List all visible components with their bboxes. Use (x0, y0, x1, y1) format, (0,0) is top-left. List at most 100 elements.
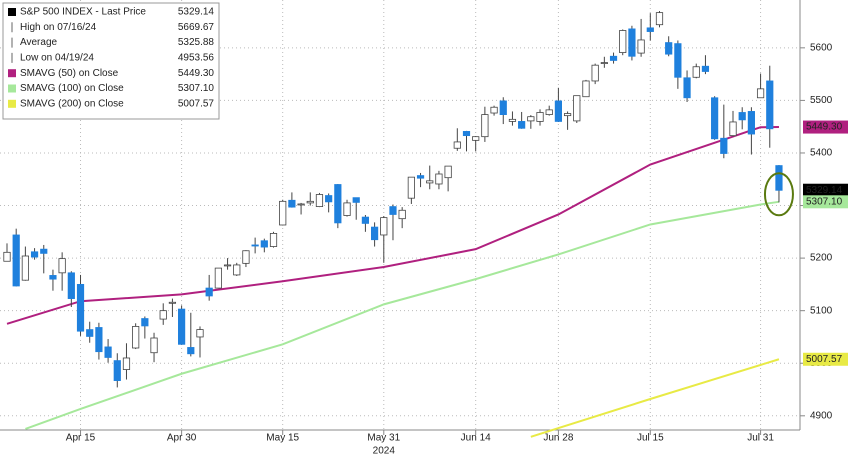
candle-body (159, 310, 167, 320)
value-tag (803, 195, 848, 209)
candle-body (21, 255, 29, 281)
candle-body (775, 165, 783, 191)
legend-value: 5307.10 (178, 83, 215, 94)
moving-average-line (530, 358, 780, 438)
candle-body (591, 64, 599, 82)
candle-body (655, 12, 664, 26)
legend-label: SMAVG (200) on Close (20, 98, 124, 109)
legend-swatch (8, 8, 16, 16)
legend-label: Low on 04/19/24 (20, 53, 94, 64)
x-tick-label: May 31 (367, 433, 400, 444)
candle-body (113, 360, 121, 381)
candle-body (747, 111, 755, 135)
candle-body (205, 287, 213, 297)
value-tag-label: 5329.14 (806, 185, 843, 196)
y-tick-label: 5100 (810, 305, 833, 316)
legend-label: S&P 500 INDEX - Last Price (20, 7, 146, 18)
legend-swatch (8, 99, 16, 108)
candle-body (187, 347, 195, 355)
candle-body (196, 329, 204, 338)
candle-body (472, 136, 480, 141)
x-axis-label: 2024 (373, 446, 396, 457)
candle-body (279, 200, 287, 226)
candle-body (756, 88, 765, 99)
candle-body (646, 27, 654, 32)
candle-body (58, 258, 66, 274)
candle-body (86, 329, 94, 337)
candle-body (3, 251, 11, 262)
candle-body (361, 216, 370, 224)
candle-body (490, 106, 498, 114)
candle-body (325, 195, 333, 203)
candle-body (518, 121, 526, 129)
candle-body (407, 176, 415, 199)
candle-body (426, 180, 434, 184)
candle-body (766, 80, 774, 130)
value-tag (803, 183, 848, 197)
candle-body (738, 112, 746, 121)
candle-body (343, 202, 351, 216)
candle-body (701, 65, 710, 72)
value-tag-label: 5307.10 (806, 196, 843, 207)
candle-body (665, 42, 673, 55)
legend-box (2, 2, 220, 120)
candle-body (609, 55, 618, 61)
candle-body (251, 244, 259, 247)
candle-body (536, 112, 544, 122)
candle-body (12, 234, 20, 287)
candle-body (692, 66, 700, 78)
candle-body (683, 77, 691, 99)
candle-body (40, 248, 48, 254)
candle-body (132, 326, 140, 349)
y-tick-label: 4900 (810, 410, 833, 421)
candle-body (297, 203, 305, 206)
candle-body (380, 217, 388, 236)
candle-body (637, 39, 645, 54)
candle-body (260, 240, 268, 248)
candle-body (315, 194, 324, 207)
legend-label: SMAVG (100) on Close (20, 83, 124, 94)
x-tick-label: Jun 14 (461, 433, 491, 444)
candle-body (306, 200, 314, 204)
candle-body (233, 264, 241, 276)
y-tick-label: 5400 (810, 148, 833, 159)
candle-body (214, 267, 222, 289)
value-tag (803, 120, 848, 134)
candle-body (720, 137, 728, 154)
highlight-circle (763, 172, 794, 217)
candle-body (462, 131, 471, 137)
candle-body (582, 80, 590, 98)
candle-body (389, 206, 397, 215)
candle-body (398, 209, 406, 220)
x-tick-label: Jun 28 (543, 433, 573, 444)
value-tag (803, 352, 848, 366)
candle-body (178, 308, 186, 345)
candle-body (104, 346, 112, 358)
candle-body (168, 301, 177, 304)
candle-body (30, 251, 39, 258)
candle-body (711, 97, 719, 140)
value-tag-label: 5007.57 (806, 354, 843, 365)
candle-body (508, 118, 517, 122)
y-tick-label: 5200 (810, 253, 833, 264)
candle-body (141, 318, 149, 327)
candle-body (573, 95, 581, 122)
legend-value: 5449.30 (178, 68, 215, 79)
candle-body (545, 109, 553, 115)
candle-body (628, 28, 636, 57)
candle-body (269, 232, 278, 247)
candle-body (563, 113, 572, 117)
candle-body (67, 272, 75, 299)
candle-body (49, 275, 57, 280)
candle-body (729, 121, 737, 137)
legend: S&P 500 INDEX - Last Price 5329.14 High on… (2, 2, 220, 120)
candle-body (370, 226, 379, 241)
legend-value: 4953.56 (178, 53, 215, 64)
candle-body (95, 327, 103, 353)
moving-average-line (25, 200, 780, 430)
candle-body (242, 250, 250, 264)
candle-body (416, 175, 425, 179)
legend-value: 5007.57 (178, 98, 215, 109)
candle-body (334, 184, 342, 224)
